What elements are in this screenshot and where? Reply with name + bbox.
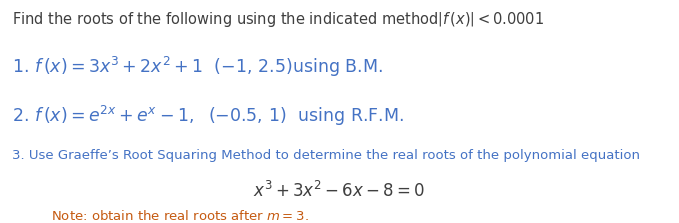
Text: Find the roots of the following using the indicated method$\left|f\,(x)\right| <: Find the roots of the following using th… (12, 10, 545, 29)
Text: 1. $f\,(x) = 3x^3 + 2x^2 + 1$  $(-1,\,2.5)$using B.M.: 1. $f\,(x) = 3x^3 + 2x^2 + 1$ $(-1,\,2.5… (12, 55, 383, 79)
Text: Note: obtain the real roots after $m = 3$.: Note: obtain the real roots after $m = 3… (51, 209, 309, 223)
Text: 2. $f\,(x) = e^{2x} + e^{x} - 1,$  $(-0.5,\,1)$  using R.F.M.: 2. $f\,(x) = e^{2x} + e^{x} - 1,$ $(-0.5… (12, 104, 404, 128)
Text: 3. Use Graeffe’s Root Squaring Method to determine the real roots of the polynom: 3. Use Graeffe’s Root Squaring Method to… (12, 149, 640, 162)
Text: $x^3 + 3x^2 - 6x - 8 = 0$: $x^3 + 3x^2 - 6x - 8 = 0$ (253, 181, 426, 201)
